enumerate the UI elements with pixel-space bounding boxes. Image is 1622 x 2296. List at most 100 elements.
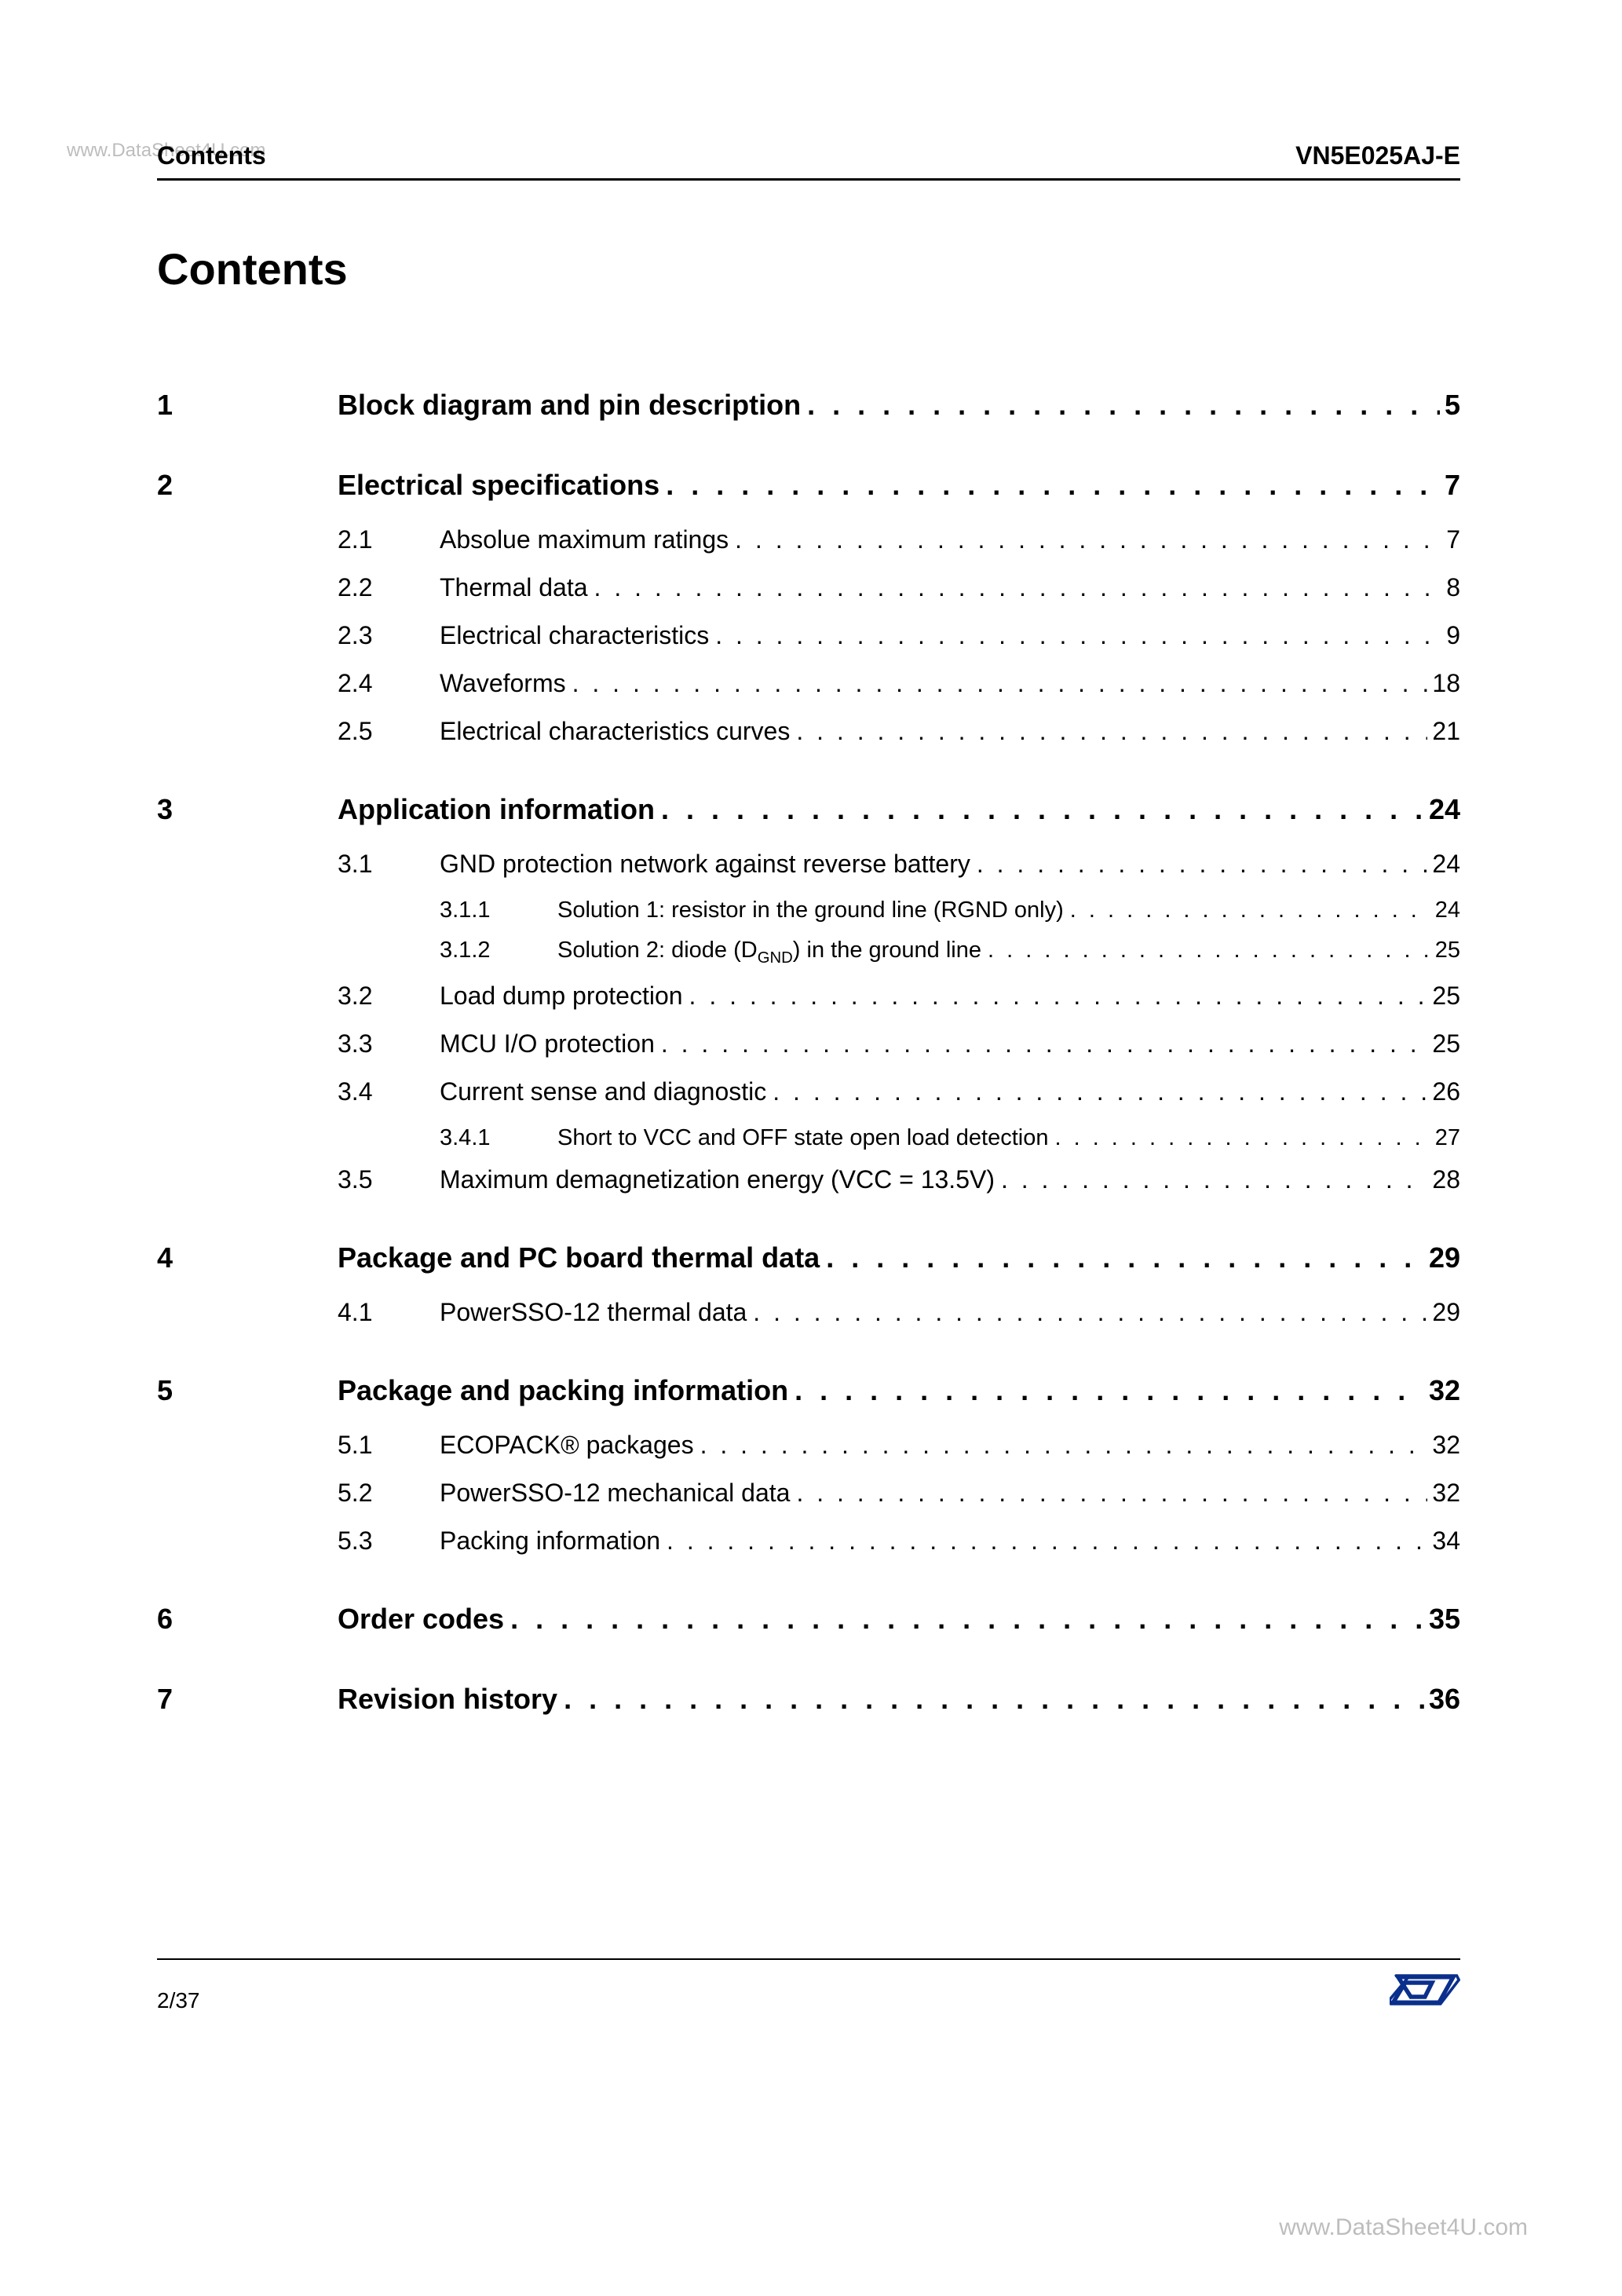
toc-page: 7 — [1441, 525, 1460, 554]
toc-page: 29 — [1427, 1298, 1460, 1327]
toc-leader-dots: . . . . . . . . . . . . . . . . . . . . … — [729, 525, 1441, 554]
toc-leader-dots: . . . . . . . . . . . . . . . . . . . . … — [981, 938, 1430, 963]
toc-leader-dots: . . . . . . . . . . . . . . . . . . . . … — [790, 717, 1427, 746]
toc-entry: 4.1PowerSSO-12 thermal data. . . . . . .… — [338, 1298, 1460, 1327]
toc-number: 2.2 — [338, 573, 440, 602]
toc-leader-dots: . . . . . . . . . . . . . . . . . . . . … — [694, 1431, 1428, 1460]
toc-number: 2.1 — [338, 525, 440, 554]
toc-text: Solution 2: diode (DGND) in the ground l… — [557, 938, 981, 967]
toc-leader-dots: . . . . . . . . . . . . . . . . . . . . … — [1064, 898, 1430, 923]
toc-entry: 5.2PowerSSO-12 mechanical data. . . . . … — [338, 1479, 1460, 1508]
toc-number: 3.1.2 — [440, 938, 557, 963]
toc-text: Revision history — [338, 1683, 557, 1716]
toc-text: Current sense and diagnostic — [440, 1077, 766, 1106]
toc-number: 3.5 — [338, 1165, 440, 1194]
toc-leader-dots: . . . . . . . . . . . . . . . . . . . . … — [683, 982, 1428, 1011]
toc-text: Thermal data — [440, 573, 588, 602]
toc-leader-dots: . . . . . . . . . . . . . . . . . . . . … — [1048, 1125, 1430, 1151]
toc-page: 32 — [1427, 1479, 1460, 1508]
toc-leader-dots: . . . . . . . . . . . . . . . . . . . . … — [790, 1479, 1427, 1508]
st-logo-icon — [1390, 1966, 1460, 2013]
toc-entry: 3.3MCU I/O protection. . . . . . . . . .… — [338, 1029, 1460, 1058]
toc-number: 3.4.1 — [440, 1125, 557, 1151]
toc-text: PowerSSO-12 mechanical data — [440, 1479, 790, 1508]
toc-entry: 2.4Waveforms. . . . . . . . . . . . . . … — [338, 669, 1460, 698]
toc-entry: 2.2Thermal data. . . . . . . . . . . . .… — [338, 573, 1460, 602]
toc-number: 3 — [157, 793, 338, 826]
toc-page: 7 — [1440, 469, 1460, 502]
toc-leader-dots: . . . . . . . . . . . . . . . . . . . . … — [557, 1683, 1424, 1716]
toc-entry: 3.1GND protection network against revers… — [338, 850, 1460, 879]
toc-leader-dots: . . . . . . . . . . . . . . . . . . . . … — [970, 850, 1428, 879]
toc-text: Package and PC board thermal data — [338, 1241, 820, 1274]
toc-entry: 2.3Electrical characteristics. . . . . .… — [338, 621, 1460, 650]
toc-text: Electrical characteristics curves — [440, 717, 790, 746]
toc-number: 4 — [157, 1241, 338, 1274]
toc-page: 24 — [1430, 898, 1460, 923]
toc-text: Absolue maximum ratings — [440, 525, 729, 554]
page-footer: 2/37 — [157, 1958, 1460, 2013]
toc-entry: 5.3Packing information. . . . . . . . . … — [338, 1526, 1460, 1556]
toc-entry: 5Package and packing information. . . . … — [157, 1374, 1460, 1407]
toc-entry: 4Package and PC board thermal data. . . … — [157, 1241, 1460, 1274]
toc-page: 35 — [1424, 1603, 1460, 1636]
toc-leader-dots: . . . . . . . . . . . . . . . . . . . . … — [788, 1374, 1424, 1407]
toc-leader-dots: . . . . . . . . . . . . . . . . . . . . … — [588, 573, 1442, 602]
toc-page: 8 — [1441, 573, 1460, 602]
toc-number: 5.3 — [338, 1526, 440, 1556]
toc-number: 3.1 — [338, 850, 440, 879]
toc-entry: 3.4.1Short to VCC and OFF state open loa… — [440, 1125, 1460, 1151]
toc-number: 6 — [157, 1603, 338, 1636]
toc-page: 32 — [1427, 1431, 1460, 1460]
toc-page: 32 — [1424, 1374, 1460, 1407]
page-title: Contents — [157, 243, 1460, 294]
toc-text: ECOPACK® packages — [440, 1431, 694, 1460]
toc-leader-dots: . . . . . . . . . . . . . . . . . . . . … — [747, 1298, 1427, 1327]
toc-text: Package and packing information — [338, 1374, 788, 1407]
toc-number: 5 — [157, 1374, 338, 1407]
toc-text: Packing information — [440, 1526, 660, 1556]
toc-number: 2.5 — [338, 717, 440, 746]
toc-entry: 2.1Absolue maximum ratings. . . . . . . … — [338, 525, 1460, 554]
toc-page: 25 — [1430, 938, 1460, 963]
toc-number: 2.3 — [338, 621, 440, 650]
toc-entry: 3.1.1Solution 1: resistor in the ground … — [440, 898, 1460, 923]
toc-number: 3.1.1 — [440, 898, 557, 923]
toc-entry: 1Block diagram and pin description. . . … — [157, 389, 1460, 422]
toc-entry: 3Application information. . . . . . . . … — [157, 793, 1460, 826]
toc-text: GND protection network against reverse b… — [440, 850, 970, 879]
watermark-bottom: www.DataSheet4U.com — [1279, 2214, 1528, 2241]
toc-text: Load dump protection — [440, 982, 683, 1011]
toc-page: 9 — [1441, 621, 1460, 650]
toc-number: 4.1 — [338, 1298, 440, 1327]
toc-entry: 6Order codes. . . . . . . . . . . . . . … — [157, 1603, 1460, 1636]
toc-page: 29 — [1424, 1241, 1460, 1274]
toc-page: 18 — [1427, 669, 1460, 698]
toc-text: PowerSSO-12 thermal data — [440, 1298, 747, 1327]
toc-text: Electrical specifications — [338, 469, 659, 502]
toc-entry: 3.2Load dump protection. . . . . . . . .… — [338, 982, 1460, 1011]
toc-number: 7 — [157, 1683, 338, 1716]
header-section-name: Contents — [157, 141, 266, 170]
toc-text: Order codes — [338, 1603, 504, 1636]
toc-number: 3.2 — [338, 982, 440, 1011]
toc-page: 28 — [1427, 1165, 1460, 1194]
table-of-contents: 1Block diagram and pin description. . . … — [157, 389, 1460, 1716]
toc-leader-dots: . . . . . . . . . . . . . . . . . . . . … — [801, 389, 1440, 422]
toc-leader-dots: . . . . . . . . . . . . . . . . . . . . … — [820, 1241, 1424, 1274]
toc-page: 25 — [1427, 1029, 1460, 1058]
page-header: Contents VN5E025AJ-E — [157, 141, 1460, 181]
toc-text: Waveforms — [440, 669, 566, 698]
toc-text: MCU I/O protection — [440, 1029, 655, 1058]
toc-text: Application information — [338, 793, 655, 826]
toc-entry: 7Revision history. . . . . . . . . . . .… — [157, 1683, 1460, 1716]
toc-number: 3.4 — [338, 1077, 440, 1106]
toc-page: 27 — [1430, 1125, 1460, 1151]
toc-leader-dots: . . . . . . . . . . . . . . . . . . . . … — [995, 1165, 1427, 1194]
toc-text: Short to VCC and OFF state open load det… — [557, 1125, 1048, 1151]
header-doc-id: VN5E025AJ-E — [1295, 141, 1460, 170]
toc-leader-dots: . . . . . . . . . . . . . . . . . . . . … — [655, 1029, 1428, 1058]
toc-entry: 3.4Current sense and diagnostic. . . . .… — [338, 1077, 1460, 1106]
toc-number: 5.1 — [338, 1431, 440, 1460]
toc-number: 2.4 — [338, 669, 440, 698]
